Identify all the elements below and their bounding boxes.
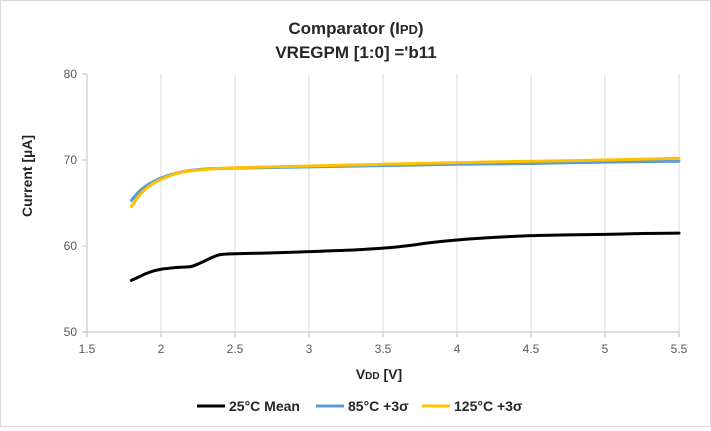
x-tick-label: 4.5 bbox=[523, 342, 540, 356]
x-axis-title: VDD [V] bbox=[356, 366, 402, 382]
series-line-85c-3sigma bbox=[129, 159, 681, 202]
grid-lines bbox=[160, 74, 680, 332]
chart-title-line2: VREGPM [1:0] ='b11 bbox=[275, 43, 436, 62]
series-line-125c-3sigma bbox=[129, 156, 681, 208]
legend-item-85c-3sigma: 85°C +3σ bbox=[316, 398, 409, 414]
y-axis-title: Current [µA] bbox=[19, 135, 35, 217]
series-lines bbox=[129, 156, 681, 282]
y-tick-label: 60 bbox=[64, 239, 78, 253]
x-tick-label: 5.5 bbox=[671, 342, 688, 356]
legend-item-125c-3sigma: 125°C +3σ bbox=[422, 398, 523, 414]
x-tick-label: 1.5 bbox=[79, 342, 96, 356]
x-tick-label: 2.5 bbox=[227, 342, 244, 356]
chart-title-line1: Comparator (IPD) bbox=[288, 19, 423, 38]
x-tick-label: 2 bbox=[158, 342, 165, 356]
y-tick-label: 80 bbox=[64, 67, 78, 81]
x-tick-label: 3 bbox=[306, 342, 313, 356]
axes bbox=[82, 73, 680, 337]
x-tick-label: 3.5 bbox=[375, 342, 392, 356]
legend-label: 125°C +3σ bbox=[454, 398, 523, 414]
x-tick-label: 4 bbox=[454, 342, 461, 356]
legend: 25°C Mean 85°C +3σ 125°C +3σ bbox=[197, 398, 523, 414]
legend-item-25c-mean: 25°C Mean bbox=[197, 398, 300, 414]
y-tick-label: 50 bbox=[64, 325, 78, 339]
tick-labels: 50 60 70 80 1.5 2 2.5 3 3.5 4 4.5 5 5.5 bbox=[64, 67, 688, 356]
x-tick-label: 5 bbox=[602, 342, 609, 356]
legend-label: 25°C Mean bbox=[229, 398, 300, 414]
legend-label: 85°C +3σ bbox=[348, 398, 409, 414]
y-tick-label: 70 bbox=[64, 153, 78, 167]
series-line-25c-mean bbox=[129, 231, 681, 282]
